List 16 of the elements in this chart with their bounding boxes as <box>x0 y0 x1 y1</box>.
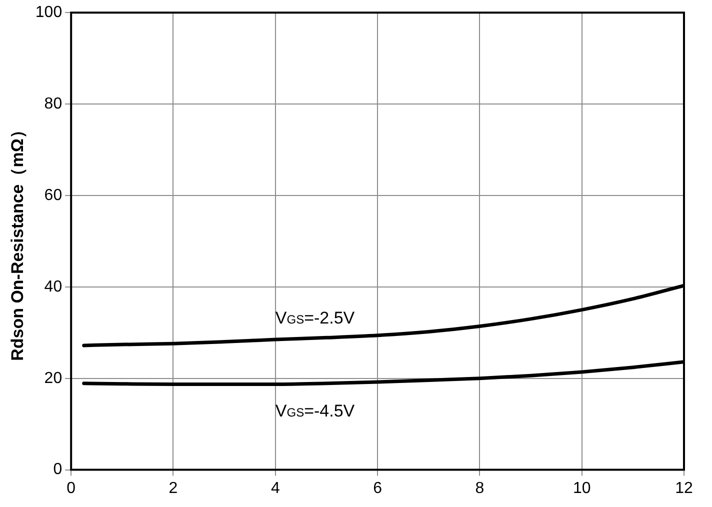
y-tick-label: 40 <box>44 278 62 296</box>
x-tick-label: 4 <box>270 480 280 497</box>
y-axis-title: Rdson On-Resistance（mΩ） <box>8 121 27 361</box>
x-tick-label: 10 <box>572 480 591 497</box>
y-tick-label: 80 <box>44 95 62 112</box>
y-tick-label: 100 <box>35 4 62 22</box>
series-label: VGS=-2.5V <box>275 308 356 328</box>
x-tick-label: 6 <box>373 480 382 497</box>
y-tick-label: 0 <box>53 461 62 478</box>
x-tick-label: 12 <box>675 480 693 497</box>
x-tick-label: 8 <box>475 480 484 497</box>
y-tick-label: 20 <box>44 370 62 387</box>
x-tick-label: 2 <box>168 480 178 497</box>
series-label: VGS=-4.5V <box>275 401 356 420</box>
x-tick-label: 0 <box>66 480 76 497</box>
y-tick-label: 60 <box>44 186 62 204</box>
